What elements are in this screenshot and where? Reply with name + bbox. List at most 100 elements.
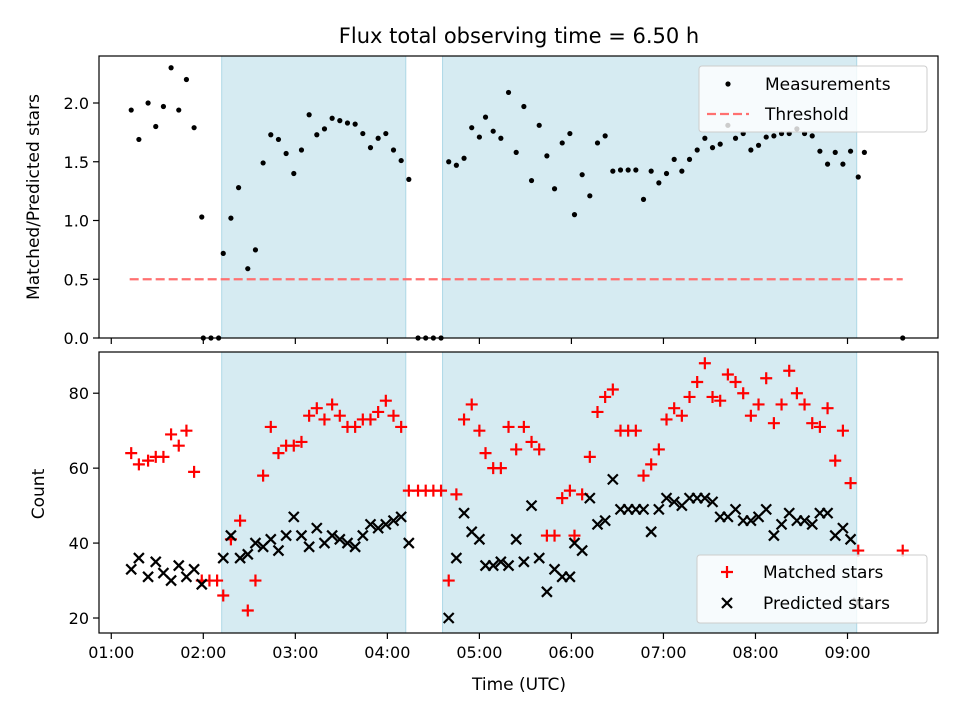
matched-star-point xyxy=(157,450,170,463)
measurement-point xyxy=(536,122,542,128)
legend-measurements-marker xyxy=(725,81,731,87)
bottom-panel: 20 40 60 80 01:00 02:00 03:00 04:00 05:00 06:00 07… xyxy=(69,351,939,662)
measurement-point xyxy=(329,115,335,121)
measurement-point xyxy=(168,65,174,71)
measurement-point xyxy=(337,118,343,124)
matched-star-point xyxy=(287,439,300,452)
measurement-point xyxy=(352,121,358,127)
measurement-point xyxy=(679,168,685,174)
matched-star-point xyxy=(660,413,673,426)
measurement-point xyxy=(490,128,496,134)
predicted-star-point xyxy=(272,544,285,557)
axes-frame xyxy=(98,55,939,339)
measurement-point xyxy=(567,130,573,137)
shaded-window xyxy=(221,351,407,634)
matched-star-point xyxy=(760,372,773,385)
matched-star-point xyxy=(775,398,788,411)
measurement-point xyxy=(482,114,489,120)
legend-predicted-marker xyxy=(721,597,733,609)
measurement-point xyxy=(367,145,374,151)
predicted-star-point xyxy=(729,503,742,516)
measurement-point xyxy=(235,185,242,191)
predicted-star-point xyxy=(311,522,323,534)
matched-star-point xyxy=(257,469,270,482)
matched-star-point xyxy=(798,398,811,411)
matched-star-point xyxy=(591,405,604,418)
matched-star-point xyxy=(729,375,742,388)
measurement-point xyxy=(832,149,838,155)
predicted-star-point xyxy=(142,571,154,583)
x-tick-label: 06:00 xyxy=(548,643,594,662)
predicted-star-point xyxy=(760,503,772,516)
matched-star-point xyxy=(829,454,842,467)
measurement-point xyxy=(153,123,159,130)
measurement-point xyxy=(663,170,670,177)
measurement-point xyxy=(559,140,565,146)
measurement-point xyxy=(228,215,234,221)
x-tick-label: 07:00 xyxy=(640,643,686,662)
measurement-point xyxy=(513,149,519,155)
measurement-point xyxy=(610,168,616,174)
measurement-point xyxy=(861,149,867,155)
matched-star-point xyxy=(706,390,719,403)
matched-star-point xyxy=(821,402,834,415)
matched-star-point xyxy=(142,454,155,467)
measurement-point xyxy=(855,174,861,180)
measurement-point xyxy=(453,162,459,168)
y-tick-label: 0.0 xyxy=(64,329,89,348)
measurement-point xyxy=(817,148,823,154)
measurement-point xyxy=(298,147,305,153)
x-tick-label: 01:00 xyxy=(88,643,134,662)
measurement-point xyxy=(809,133,815,139)
x-tick-label: 03:00 xyxy=(272,643,318,662)
matched-star-point xyxy=(310,402,323,415)
matched-star-point xyxy=(556,492,569,505)
measurement-point xyxy=(145,100,151,106)
predicted-star-point xyxy=(806,518,819,531)
matched-star-point xyxy=(502,420,515,433)
measurement-point xyxy=(398,157,404,164)
predicted-star-point xyxy=(387,514,400,527)
matched-star-point xyxy=(211,574,224,587)
matched-star-point xyxy=(737,387,750,400)
measurement-point xyxy=(476,134,482,140)
predicted-star-point xyxy=(533,552,545,564)
predicted-star-point xyxy=(303,541,315,553)
matched-star-point xyxy=(525,435,538,448)
measurement-point xyxy=(686,156,693,162)
measurement-point xyxy=(771,133,777,139)
matched-star-point xyxy=(844,477,857,490)
measurement-point xyxy=(406,176,412,182)
predicted-star-point xyxy=(172,559,185,572)
matched-star-point xyxy=(568,529,581,542)
measurement-point xyxy=(571,212,578,218)
matched-star-point xyxy=(165,428,178,441)
predicted-star-point xyxy=(699,492,711,504)
predicted-star-point xyxy=(473,533,486,546)
matched-star-point xyxy=(721,368,734,381)
measurement-point xyxy=(847,148,854,154)
measurement-point xyxy=(717,141,723,147)
measurement-point xyxy=(551,186,558,192)
matched-star-point xyxy=(180,424,193,437)
predicted-star-point xyxy=(326,529,338,542)
predicted-star-point xyxy=(821,507,834,519)
measurement-point xyxy=(528,177,535,184)
predicted-star-point xyxy=(450,552,463,564)
predicted-star-point xyxy=(295,529,308,542)
matched-star-point xyxy=(387,409,400,422)
x-tick-label: 04:00 xyxy=(364,643,410,662)
predicted-star-point xyxy=(637,503,650,516)
matched-star-point xyxy=(264,420,277,433)
predicted-star-point xyxy=(458,507,470,519)
measurement-point xyxy=(344,120,351,126)
measurement-point xyxy=(640,196,647,202)
top-y-axis-label: Matched/Predicted stars xyxy=(24,94,44,300)
measurement-point xyxy=(260,160,266,166)
matched-star-point xyxy=(606,383,619,396)
predicted-star-point xyxy=(495,556,507,568)
predicted-star-point xyxy=(442,612,455,624)
measurement-point xyxy=(314,132,320,138)
predicted-star-point xyxy=(133,552,145,564)
measurement-point xyxy=(383,130,389,137)
